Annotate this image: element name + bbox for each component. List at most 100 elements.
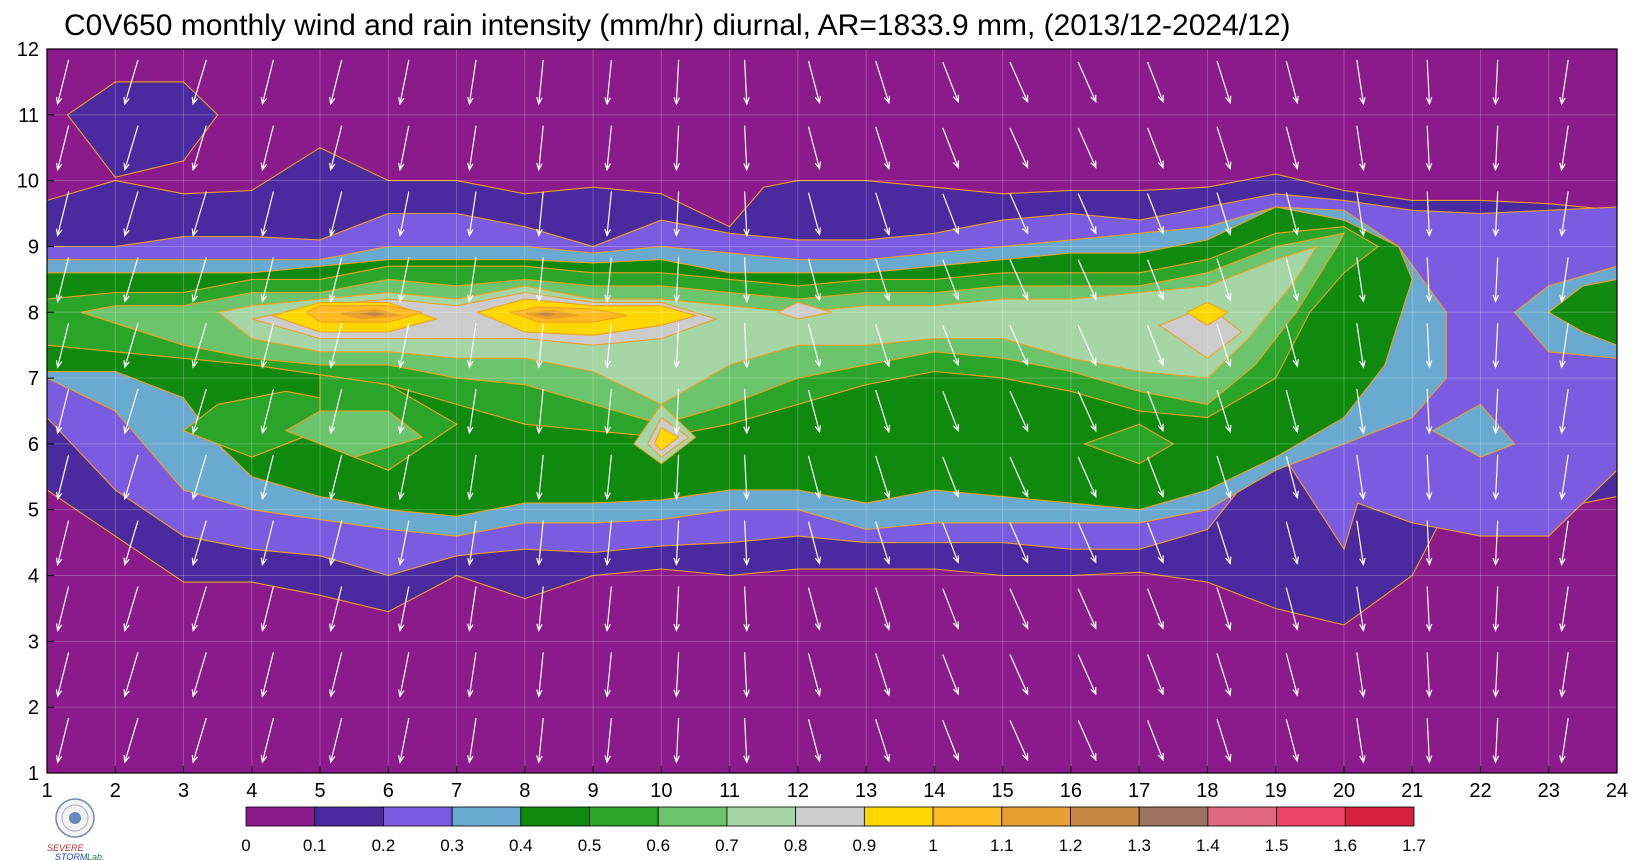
wind-vector-arrow: [1356, 59, 1366, 106]
wind-vector-arrow: [942, 325, 959, 367]
colorbar-segment: [245, 806, 316, 827]
wind-vector-arrow: [1356, 718, 1366, 764]
wind-vector-arrow: [329, 191, 343, 237]
colorbar-label: 0.1: [303, 836, 327, 855]
x-tick-label: 22: [1469, 780, 1491, 802]
wind-vector-arrow: [123, 717, 139, 764]
wind-vector-arrow: [260, 520, 274, 567]
wind-vector-arrow: [55, 652, 70, 698]
wind-vector-arrow: [1077, 127, 1097, 169]
wind-vector-arrow: [1147, 325, 1164, 367]
wind-vector-arrow: [743, 191, 750, 238]
wind-vector-arrow: [329, 125, 343, 172]
wind-vector-arrow: [942, 61, 959, 104]
wind-vector-arrow: [875, 587, 891, 631]
wind-vector-arrow: [1425, 125, 1433, 172]
wind-vector-arrow: [875, 719, 891, 763]
y-tick-label: 7: [28, 368, 39, 390]
wind-vector-arrow: [536, 652, 544, 698]
colorbar-label: 0: [241, 836, 250, 855]
wind-vector-arrow: [807, 455, 822, 500]
wind-vector-arrow: [1285, 258, 1299, 302]
wind-vector-arrow: [1285, 719, 1299, 763]
wind-vector-arrow: [1356, 125, 1366, 172]
wind-vector-arrow: [604, 586, 612, 633]
wind-vector-arrow: [1492, 388, 1500, 435]
wind-vector-arrow: [1492, 454, 1500, 501]
colorbar-segment: [589, 806, 659, 827]
wind-vector-arrow: [123, 652, 139, 698]
wind-vector-arrow: [398, 125, 410, 172]
wind-vector-arrow: [1425, 718, 1433, 764]
wind-vector-arrow: [807, 324, 822, 368]
wind-vector-arrow: [807, 653, 822, 697]
wind-vector-arrow: [398, 323, 410, 369]
wind-vector-layer: [55, 59, 1639, 764]
wind-vector-arrow: [743, 323, 750, 369]
wind-vector-arrow: [1285, 587, 1299, 631]
wind-vector-arrow: [191, 125, 207, 172]
wind-vector-arrow: [604, 718, 612, 764]
colorbar-segment: [1207, 806, 1277, 827]
wind-vector-arrow: [1009, 325, 1029, 367]
wind-vector-arrow: [1492, 59, 1500, 106]
wind-vector-arrow: [1492, 718, 1500, 764]
svg-text:SEVERE: SEVERE: [47, 843, 85, 853]
wind-vector-arrow: [1009, 588, 1029, 630]
wind-vector-arrow: [329, 586, 343, 632]
y-tick-label: 11: [18, 105, 39, 127]
y-tick-label: 1: [28, 763, 39, 785]
svg-text:STORM: STORM: [55, 852, 88, 860]
wind-vector-arrow: [875, 258, 891, 302]
wind-vector-arrow: [942, 390, 959, 433]
wind-vector-arrow: [1216, 587, 1232, 631]
x-tick-label: 2: [110, 780, 121, 802]
wind-vector-arrow: [743, 388, 750, 435]
wind-vector-arrow: [1425, 323, 1433, 369]
wind-vector-arrow: [191, 323, 207, 369]
wind-vector-arrow: [329, 520, 343, 567]
wind-vector-arrow: [55, 125, 70, 172]
wind-vector-arrow: [536, 718, 544, 764]
wind-vector-arrow: [604, 59, 612, 106]
wind-vector-arrow: [1077, 456, 1097, 499]
contour-band-0.4-1: [1547, 278, 1617, 346]
wind-vector-arrow: [743, 520, 750, 567]
wind-vector-arrow: [398, 652, 410, 698]
wind-vector-arrow: [942, 456, 959, 499]
plot-frame: [46, 48, 1618, 774]
wind-vector-arrow: [536, 388, 544, 435]
wind-vector-arrow: [1009, 259, 1029, 301]
wind-vector-arrow: [1216, 192, 1232, 236]
wind-vector-arrow: [875, 60, 891, 105]
wind-vector-arrow: [1216, 653, 1232, 697]
colorbar-label: 0.9: [853, 836, 877, 855]
wind-vector-arrow: [536, 454, 544, 501]
wind-vector-arrow: [191, 454, 207, 501]
wind-vector-arrow: [1147, 61, 1164, 104]
wind-vector-arrow: [743, 652, 750, 698]
colorbar-segment: [520, 806, 590, 827]
wind-vector-arrow: [1425, 520, 1433, 567]
y-tick-label: 4: [28, 566, 39, 588]
wind-vector-arrow: [1285, 521, 1299, 565]
wind-vector-arrow: [604, 125, 612, 172]
contour-band-1.2-1: [531, 311, 560, 318]
wind-vector-arrow: [55, 388, 70, 435]
wind-vector-arrow: [673, 586, 680, 633]
wind-vector-arrow: [1627, 257, 1639, 301]
wind-vector-arrow: [875, 455, 891, 500]
wind-vector-arrow: [123, 454, 139, 501]
wind-vector-arrow: [123, 388, 139, 435]
wind-vector-arrow: [1285, 192, 1299, 236]
wind-vector-arrow: [1425, 388, 1433, 435]
wind-vector-arrow: [807, 192, 822, 236]
wind-vector-arrow: [673, 59, 680, 106]
wind-vector-arrow: [1077, 390, 1097, 433]
wind-vector-arrow: [673, 652, 680, 698]
wind-vector-arrow: [191, 652, 207, 698]
wind-vector-arrow: [807, 587, 822, 631]
wind-vector-arrow: [1147, 390, 1164, 433]
